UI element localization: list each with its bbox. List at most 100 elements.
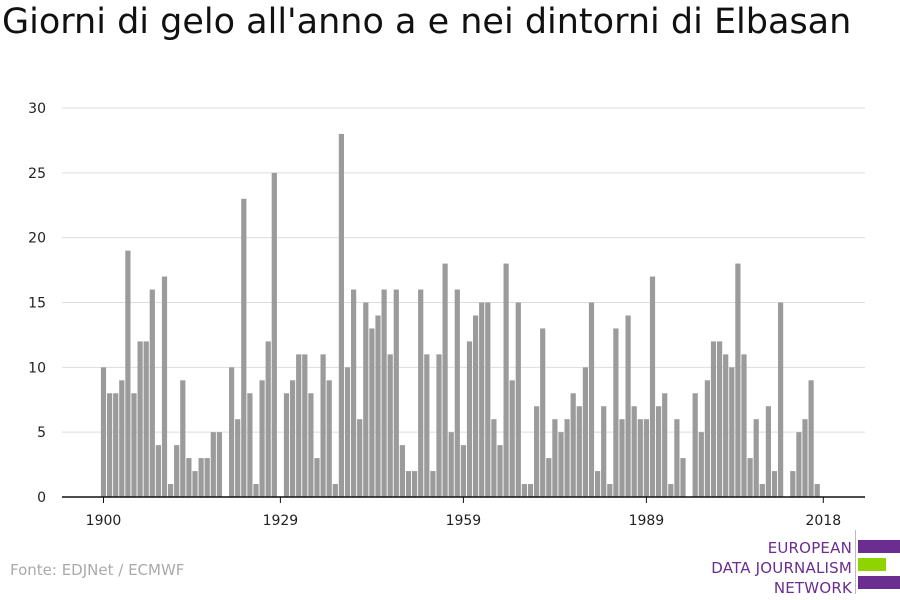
- bar-2001: [717, 341, 723, 497]
- bar-1945: [375, 315, 381, 497]
- logo-bar-top: [858, 540, 900, 553]
- bar-1957: [448, 432, 454, 497]
- bar-1994: [674, 419, 680, 497]
- bar-1903: [119, 380, 125, 497]
- bar-1944: [369, 328, 375, 497]
- bar-2007: [753, 419, 759, 497]
- y-tick-label: 10: [28, 360, 46, 376]
- bar-1953: [424, 354, 430, 497]
- bar-1905: [131, 393, 137, 497]
- bar-1946: [381, 289, 387, 497]
- bar-1965: [497, 445, 503, 497]
- bar-2003: [729, 367, 735, 497]
- bar-1907: [143, 341, 149, 497]
- bar-2013: [790, 471, 796, 497]
- bar-1922: [235, 419, 241, 497]
- bar-1997: [692, 393, 698, 497]
- bar-1921: [229, 367, 235, 497]
- source-note: Fonte: EDJNet / ECMWF: [10, 561, 185, 579]
- bar-1908: [149, 289, 155, 497]
- logo-line-2: DATA JOURNALISM: [711, 559, 852, 577]
- bar-2017: [814, 484, 820, 497]
- bar-1930: [283, 393, 290, 497]
- bar-2015: [802, 419, 808, 497]
- bar-1926: [259, 380, 265, 497]
- logo-bar-middle: [858, 558, 886, 571]
- bar-1958: [454, 289, 460, 497]
- bar-1970: [527, 484, 534, 497]
- bar-2005: [741, 354, 747, 497]
- bar-2000: [710, 341, 717, 497]
- bar-2006: [747, 458, 753, 497]
- bar-1914: [186, 458, 192, 497]
- bar-2010: [771, 471, 778, 497]
- logo-bar-bottom: [858, 576, 900, 589]
- bar-1987: [631, 406, 637, 497]
- logo-divider: [855, 530, 856, 594]
- bar-1990: [649, 276, 656, 497]
- bar-1954: [430, 471, 436, 497]
- bar-1917: [204, 458, 210, 497]
- bar-1948: [393, 289, 399, 497]
- bar-1942: [357, 419, 363, 497]
- bar-1978: [576, 406, 582, 497]
- bar-1959: [460, 445, 466, 497]
- bar-1984: [613, 328, 619, 497]
- y-tick-label: 15: [28, 296, 46, 312]
- bar-1961: [473, 315, 479, 497]
- bar-1934: [308, 393, 314, 497]
- bar-1913: [180, 380, 186, 497]
- bar-1981: [595, 471, 601, 497]
- bar-1928: [271, 172, 277, 498]
- edjnet-logo[interactable]: EUROPEAN DATA JOURNALISM NETWORK: [700, 530, 900, 600]
- x-tick-label: 2018: [805, 513, 841, 529]
- bar-1936: [320, 354, 326, 497]
- bar-2011: [778, 302, 784, 497]
- bar-1979: [582, 367, 588, 497]
- gridlines: [62, 107, 865, 433]
- x-tick-label: 1959: [446, 513, 482, 529]
- bar-1966: [503, 263, 509, 497]
- bar-1973: [546, 458, 552, 497]
- bar-2008: [759, 484, 765, 497]
- logo-line-1: EUROPEAN: [767, 539, 852, 557]
- bar-1932: [296, 354, 302, 497]
- bar-1988: [637, 419, 643, 497]
- bar-1991: [656, 406, 662, 497]
- bar-1911: [168, 484, 174, 497]
- bar-2009: [765, 406, 771, 497]
- bar-1925: [253, 484, 259, 497]
- bar-1950: [405, 471, 412, 497]
- bar-1912: [174, 445, 180, 497]
- axes: 0 5 10 15 20 25 30 1900 1929 1959 1989 2018: [28, 101, 865, 529]
- y-tick-label: 5: [37, 425, 46, 441]
- bar-1960: [466, 341, 473, 497]
- bar-1906: [137, 341, 143, 497]
- bar-1933: [302, 354, 308, 497]
- bar-1938: [332, 484, 338, 497]
- bar-1969: [521, 484, 527, 497]
- bar-1983: [607, 484, 613, 497]
- logo-text: EUROPEAN DATA JOURNALISM NETWORK: [711, 538, 852, 598]
- y-tick-label: 20: [28, 231, 46, 247]
- bar-1904: [125, 250, 131, 497]
- bar-1975: [558, 432, 564, 497]
- bar-1916: [198, 458, 204, 497]
- bar-1915: [192, 471, 198, 497]
- bar-1956: [442, 263, 448, 497]
- bar-1971: [534, 406, 540, 497]
- bar-1941: [351, 289, 357, 497]
- bar-1901: [107, 393, 113, 497]
- y-tick-label: 0: [37, 490, 46, 506]
- bar-1993: [668, 484, 674, 497]
- x-tick-label: 1929: [263, 513, 299, 529]
- bar-1910: [161, 276, 168, 497]
- bar-1972: [540, 328, 546, 497]
- bar-1940: [344, 367, 351, 497]
- bar-1923: [241, 198, 247, 497]
- bar-1919: [216, 432, 222, 497]
- bar-1947: [387, 354, 393, 497]
- bar-1980: [588, 302, 595, 497]
- bar-1943: [363, 302, 369, 497]
